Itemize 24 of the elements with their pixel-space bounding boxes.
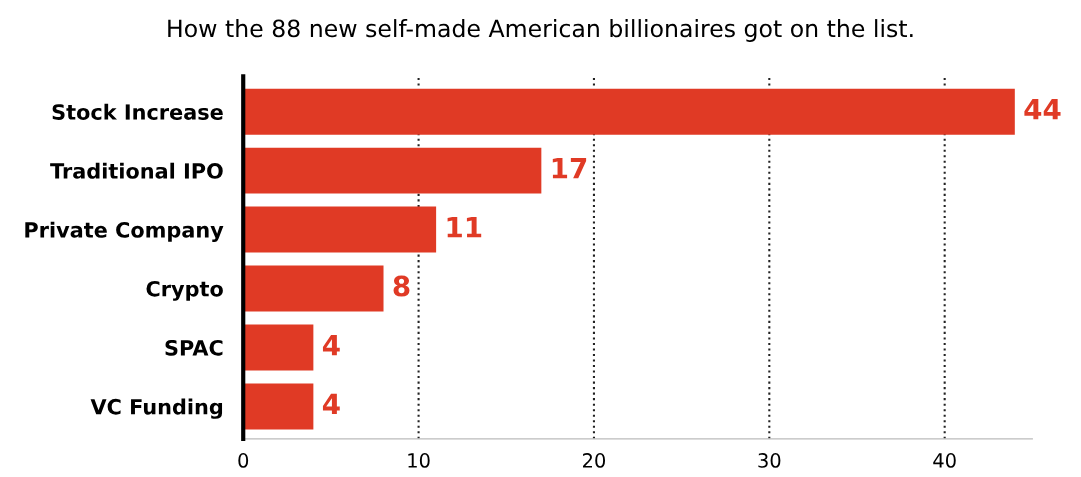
bar: [243, 206, 437, 253]
bar: [243, 383, 314, 430]
y-tick-label: Traditional IPO: [50, 162, 223, 179]
y-tick-label: Crypto: [146, 280, 223, 301]
data-label: 8: [393, 275, 410, 297]
bar: [243, 265, 384, 312]
data-label: 17: [552, 158, 587, 179]
bar: [243, 324, 314, 371]
y-tick-label: Private Company: [25, 221, 224, 242]
chart-title: How the 88 new self-made American billionaires got on the list.: [168, 19, 913, 42]
x-tick-label: 30: [758, 453, 781, 468]
data-label: 11: [447, 216, 482, 238]
data-label: 4: [322, 393, 340, 415]
x-tick-label: 20: [583, 453, 606, 468]
x-tick-label: 10: [408, 453, 430, 468]
y-tick-label: VC Funding: [90, 398, 223, 419]
x-tick-label: 0: [238, 453, 249, 468]
bar: [243, 147, 542, 194]
bar: [243, 88, 1015, 135]
y-tick-label: Stock Increase: [52, 103, 223, 120]
y-tick-label: SPAC: [165, 339, 223, 356]
data-label: 44: [1024, 99, 1061, 120]
x-tick-label: 40: [933, 453, 956, 468]
data-label: 4: [322, 334, 340, 356]
